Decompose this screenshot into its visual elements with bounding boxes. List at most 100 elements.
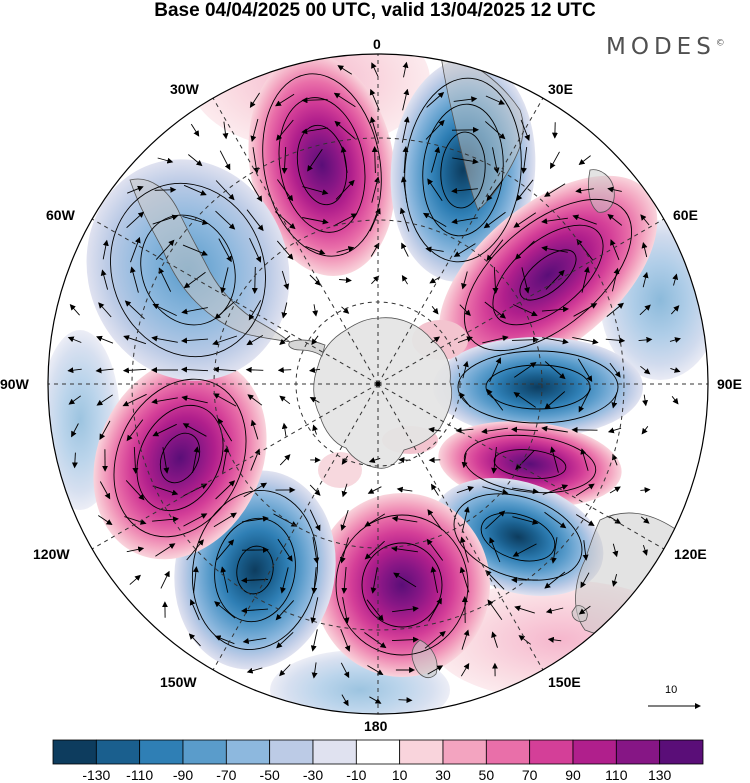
wind-vector-arrow [547,636,562,643]
copyright-mark: © [715,38,725,49]
wind-vector-arrow [364,632,387,649]
wind-vector-arrow [369,88,380,111]
wind-vector-arrow [367,665,384,676]
colorbar-tick-label: 110 [605,767,628,783]
colorbar-tick-label: -30 [302,767,324,783]
wind-vector-arrow [333,92,356,108]
colorbar-cell [355,739,401,765]
wind-vector-arrow [487,599,503,621]
wind-vector-arrow [371,62,379,78]
wind-vector-arrow [542,337,569,345]
wind-vector-arrow [220,566,229,593]
wind-vector-arrow [672,273,679,286]
wind-vector-arrow [213,393,237,407]
wind-vector-arrow [606,302,624,317]
wind-vector-arrow [453,96,478,103]
anomaly-positive-105w [93,356,267,560]
wind-vector-arrow [578,605,591,615]
lon-label-180: 180 [364,718,388,734]
graticule [48,54,708,714]
wind-vector-arrow [545,607,564,614]
wind-vector-arrow [214,301,235,320]
wind-vector-arrow [456,486,475,494]
wind-vector-arrow [451,217,478,225]
wind-vector-arrow [611,573,618,587]
wind-vector-arrow [302,217,329,225]
colorbar-cell [572,739,617,765]
colorbar-cell [659,739,704,765]
lon-label-90e: 90E [717,376,742,392]
wind-vector-arrow [638,336,653,343]
wind-vector-arrow [183,513,208,527]
wind-vector-arrow [214,601,236,619]
wind-vector-arrow [541,425,568,433]
wind-vector-arrow [129,574,141,585]
wind-vector-arrow [392,605,419,613]
wind-vector-arrow [430,483,439,496]
wind-vector-arrow [126,546,145,553]
wind-vector-arrow [364,540,385,560]
wind-vector-arrow [485,95,506,105]
lon-label-90w: 90W [0,376,29,392]
wind-vector-arrow [340,509,349,531]
wind-vector-arrow [252,147,260,174]
wind-vector-arrow [544,511,567,529]
wind-vector-arrow [401,242,409,257]
wind-vector-arrow [428,426,441,433]
wind-vector-arrow [340,146,348,173]
colorbar-tick-label: -130 [82,767,111,783]
wind-vector-arrow [402,61,409,78]
wind-vector-arrow [609,486,621,494]
anomaly-negative-90e [433,337,643,437]
map-border [47,53,709,715]
wind-vector-arrow [186,539,204,561]
wind-vector-arrow [245,366,264,373]
wind-vector-arrow [251,266,258,294]
wind-vector-arrow [640,487,651,494]
wind-vector-arrow [431,146,441,173]
new-zealand-landmass [411,639,438,678]
wind-vector-arrow [154,186,177,193]
wind-vector-arrow [68,395,81,405]
wind-vector-arrow [573,303,598,317]
wind-vector-arrow [491,447,498,474]
wind-vector-arrow [461,271,468,290]
wind-vector-arrow [151,397,178,405]
wind-vector-arrow [132,446,139,474]
wind-vector-arrow [243,482,268,498]
wind-vector-arrow [305,245,326,255]
colorbar-cell [225,739,271,765]
wind-vector-arrow [400,176,408,203]
wind-vector-arrow [544,361,566,380]
wind-vector-arrow [157,157,174,164]
wind-vector-arrow [242,637,267,644]
wind-vector-arrow [98,302,112,318]
colorbar-tick-label: -70 [216,767,237,783]
wind-vector-arrow [422,212,447,227]
wind-vector-arrow [398,697,413,704]
wind-vector-arrow [181,366,209,373]
wind-vector-arrow [152,485,179,496]
wind-vector-arrow [98,515,113,526]
wind-vector-arrow [100,269,109,290]
wind-vector-arrow [311,567,318,594]
wind-vector-arrow [280,567,289,594]
wind-vector-arrow [610,239,620,261]
wind-vector-arrow [246,667,263,674]
wind-vector-arrow [462,360,469,379]
africa-landmass [439,54,524,211]
wind-vector-arrow [514,362,537,378]
wind-vector-arrow [455,427,474,434]
wind-vector-arrow [512,487,539,495]
wind-vector-arrow [459,304,471,317]
wind-vector-arrow [301,97,328,104]
south-america-landmass [129,178,291,343]
wind-vector-arrow [277,538,293,562]
wind-vector-arrow [609,362,621,378]
wind-vector-arrow [281,302,288,319]
wind-vector-arrow [99,481,111,500]
wind-vector-arrow [391,515,418,523]
wind-vector-arrow [183,184,207,196]
wind-vector-arrow [158,267,172,292]
wind-vector-arrow [247,394,263,406]
